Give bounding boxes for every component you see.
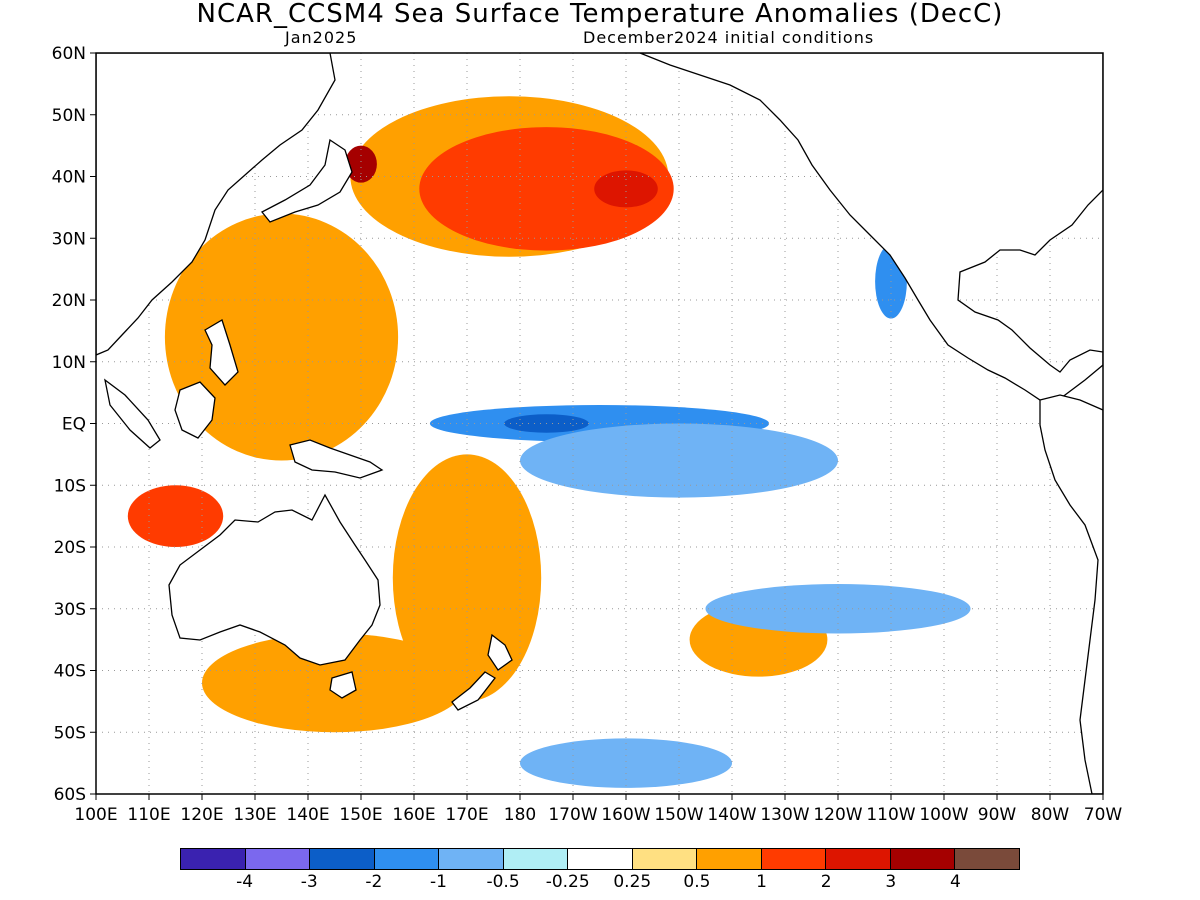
y-tick-label: 40N — [52, 168, 86, 188]
x-tick-label: 120E — [180, 805, 223, 825]
colorbar-label: 0.5 — [683, 872, 711, 892]
x-tick-label: 170E — [445, 805, 488, 825]
anomaly-region — [345, 145, 377, 183]
new-zealand-coastline — [451, 633, 513, 711]
anomaly-region — [520, 738, 732, 788]
colorbar-label: -4 — [236, 872, 254, 892]
anomaly-region — [520, 423, 838, 498]
borneo-coastline — [174, 381, 216, 439]
colorbar-label: 3 — [885, 872, 897, 892]
colorbar-label: -0.5 — [486, 872, 520, 892]
colorbar-swatch — [761, 849, 827, 869]
north-america-coastline — [639, 53, 1103, 406]
x-tick-label: 150E — [339, 805, 382, 825]
anomaly-region — [127, 485, 224, 547]
x-tick-label: 90W — [978, 805, 1017, 825]
colorbar-swatch — [374, 849, 440, 869]
x-tick-label: 130W — [760, 805, 809, 825]
japan-coastline — [260, 138, 353, 223]
asia-coastline — [96, 53, 336, 356]
x-tick-label: 110E — [127, 805, 170, 825]
colorbar-label: -3 — [300, 872, 318, 892]
colorbar-swatch — [955, 849, 1019, 869]
anomaly-fields — [127, 96, 971, 788]
forecast-month: Jan2025 — [285, 28, 358, 47]
initial-conditions-label: December2024 initial conditions — [583, 28, 875, 47]
anomaly-region — [594, 170, 658, 208]
map-title: NCAR_CCSM4 Sea Surface Temperature Anoma… — [196, 0, 1004, 29]
y-tick-label: 50S — [54, 723, 86, 743]
anomaly-region — [419, 127, 674, 251]
new-guinea-coastline — [289, 439, 384, 479]
anomaly-region — [392, 454, 542, 702]
y-tick-label: 10N — [52, 353, 86, 373]
x-tick-label: 120W — [813, 805, 862, 825]
y-tick-label: 50N — [52, 106, 86, 126]
x-tick-label: 140W — [707, 805, 756, 825]
colorbar-label: 0.25 — [613, 872, 652, 892]
landmasses — [96, 53, 1103, 794]
y-tick-label: 20N — [52, 291, 86, 311]
y-tick-label: 60N — [52, 44, 86, 64]
x-tick-label: 80W — [1031, 805, 1070, 825]
x-tick-label: 180 — [504, 805, 536, 825]
anomaly-region — [164, 213, 399, 461]
x-tick-label: 140E — [286, 805, 329, 825]
colorbar-swatch — [568, 849, 633, 869]
south-america-coastline — [1039, 394, 1103, 794]
colorbar-swatch — [697, 849, 762, 869]
y-tick-label: 40S — [54, 662, 86, 682]
colorbar-swatch — [503, 849, 569, 869]
tasmania-coastline — [329, 671, 357, 699]
x-tick-label: 170W — [548, 805, 597, 825]
x-tick-label: 100W — [919, 805, 968, 825]
colorbar-label: -0.25 — [545, 872, 590, 892]
x-tick-label: 110W — [866, 805, 915, 825]
colorbar-swatch — [826, 849, 891, 869]
latitude-axis: 60N 50N 40N 30N 20N 10N EQ 10S 20S 30S 40S 50S 60S — [52, 44, 96, 805]
australia-coastline — [168, 493, 381, 666]
y-tick-label: 30N — [52, 229, 86, 249]
y-tick-label: 20S — [54, 538, 86, 558]
y-tick-label: 30S — [54, 600, 86, 620]
colorbar-label: 4 — [949, 872, 961, 892]
colorbar-swatch — [632, 849, 698, 869]
y-tick-label: EQ — [62, 415, 86, 435]
colorbar — [180, 848, 1020, 870]
x-tick-label: 150W — [654, 805, 703, 825]
y-tick-label: 10S — [54, 476, 86, 496]
colorbar-swatch — [439, 849, 504, 869]
anomaly-region — [705, 584, 971, 634]
colorbar-swatch — [890, 849, 956, 869]
colorbar-swatch — [181, 849, 246, 869]
colorbar-label: -1 — [429, 872, 447, 892]
colorbar-label: -2 — [365, 872, 383, 892]
x-tick-label: 160W — [601, 805, 650, 825]
sumatra-coastline — [104, 378, 161, 449]
colorbar-label: 2 — [820, 872, 832, 892]
x-tick-label: 100E — [74, 805, 117, 825]
y-tick-label: 60S — [54, 785, 86, 805]
colorbar-swatch — [310, 849, 375, 869]
colorbar-label: 1 — [756, 872, 767, 892]
x-tick-label: 70W — [1084, 805, 1123, 825]
colorbar-swatch — [245, 849, 311, 869]
x-tick-label: 130E — [233, 805, 276, 825]
philippines-coastline — [204, 319, 239, 386]
x-tick-label: 160E — [392, 805, 435, 825]
longitude-axis: 100E 110E 120E 130E 140E 150E 160E 170E 180 170W 1… — [74, 794, 1122, 825]
